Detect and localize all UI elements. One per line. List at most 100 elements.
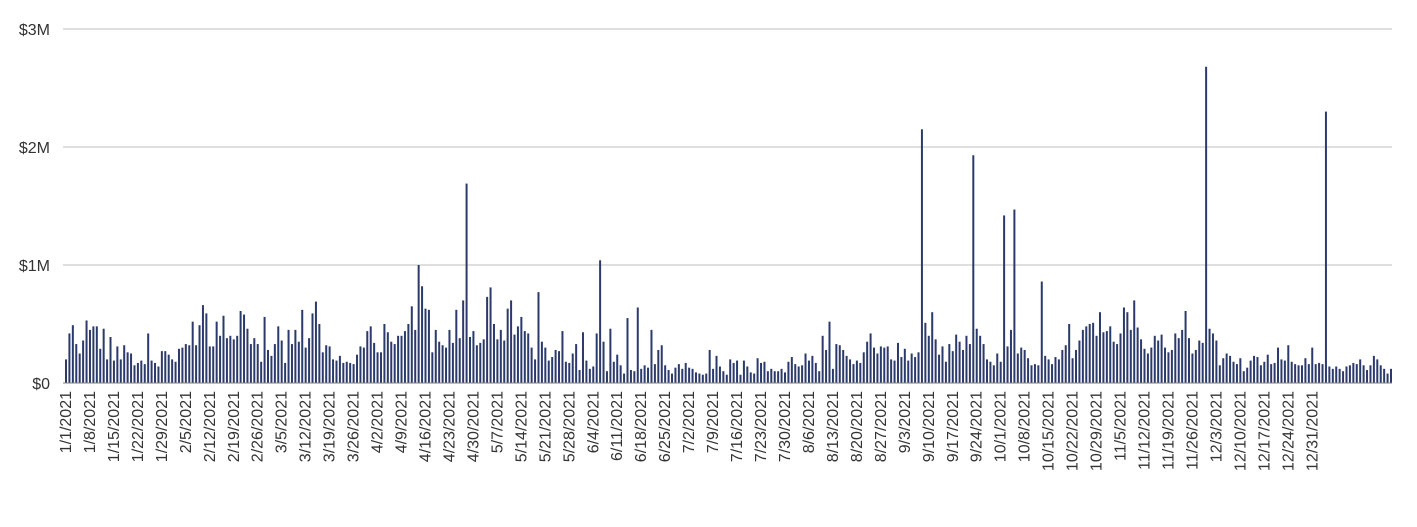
x-tick-label: 9/10/2021 xyxy=(921,391,938,462)
bar xyxy=(147,333,150,383)
bar xyxy=(951,351,954,383)
bar xyxy=(294,329,297,383)
bar xyxy=(448,329,451,383)
bar xyxy=(92,326,95,383)
bar xyxy=(1098,312,1101,383)
bar xyxy=(205,313,208,383)
bar xyxy=(825,349,828,383)
bar xyxy=(845,355,848,383)
bar xyxy=(1095,335,1098,383)
bar xyxy=(1222,358,1225,383)
bar xyxy=(184,344,187,383)
x-tick-label: 2/5/2021 xyxy=(178,391,195,453)
bar xyxy=(1205,66,1208,383)
bar xyxy=(985,359,988,383)
bar xyxy=(811,355,814,383)
x-tick-label: 7/23/2021 xyxy=(753,391,770,462)
bar xyxy=(523,331,526,383)
bar xyxy=(1092,322,1095,383)
bar xyxy=(1263,361,1266,383)
bar xyxy=(1081,329,1084,383)
bar xyxy=(167,354,170,383)
x-tick-label: 4/9/2021 xyxy=(394,391,411,453)
bar xyxy=(1146,353,1149,383)
bar xyxy=(1239,358,1242,383)
x-tick-label: 8/20/2021 xyxy=(849,391,866,462)
bar xyxy=(376,352,379,383)
x-tick-label: 2/12/2021 xyxy=(202,391,219,462)
bar xyxy=(715,355,718,383)
bar xyxy=(643,365,646,383)
bar xyxy=(475,345,478,383)
bar xyxy=(345,361,348,383)
bar xyxy=(1157,340,1160,383)
bar xyxy=(527,333,530,383)
bar xyxy=(831,368,834,383)
bar xyxy=(910,353,913,383)
bar xyxy=(1297,365,1300,383)
bar xyxy=(1215,340,1218,383)
bar xyxy=(308,338,311,383)
bar xyxy=(828,321,831,383)
bar xyxy=(352,364,355,383)
bar xyxy=(975,328,978,383)
bar xyxy=(564,361,567,383)
bar xyxy=(1211,333,1214,383)
bar xyxy=(770,368,773,383)
bar xyxy=(1359,359,1362,383)
x-tick-label: 9/24/2021 xyxy=(969,391,986,462)
bar xyxy=(1136,327,1139,383)
bar xyxy=(1184,311,1187,383)
bar xyxy=(873,347,876,383)
bar xyxy=(160,351,163,383)
bar xyxy=(1071,358,1074,383)
bar xyxy=(1109,326,1112,383)
x-tick-label: 11/5/2021 xyxy=(1113,391,1130,461)
bar xyxy=(958,341,961,383)
bar xyxy=(1355,364,1358,383)
bar xyxy=(438,341,441,383)
bar xyxy=(431,352,434,383)
bar xyxy=(164,351,167,383)
bar xyxy=(1170,349,1173,383)
bar xyxy=(1051,364,1054,383)
bar xyxy=(1020,347,1023,383)
x-tick-label: 9/17/2021 xyxy=(945,391,962,462)
bar xyxy=(143,364,146,383)
x-tick-label: 7/30/2021 xyxy=(777,391,794,462)
bar xyxy=(75,344,78,383)
bar xyxy=(325,345,328,383)
bar xyxy=(106,359,109,383)
bar xyxy=(647,367,650,383)
bar xyxy=(1232,361,1235,383)
bar xyxy=(999,361,1002,383)
bar xyxy=(938,354,941,383)
bar xyxy=(612,361,615,383)
bar xyxy=(766,371,769,383)
bar xyxy=(496,339,499,383)
bar xyxy=(787,361,790,383)
x-tick-label: 1/8/2021 xyxy=(82,391,99,453)
bar xyxy=(547,360,550,383)
bar xyxy=(718,366,721,383)
bar xyxy=(1133,300,1136,383)
bar xyxy=(219,335,222,383)
x-tick-label: 7/2/2021 xyxy=(681,391,698,453)
bar xyxy=(1030,365,1033,383)
bar xyxy=(1003,215,1006,383)
bar xyxy=(1057,359,1060,383)
bar xyxy=(619,365,622,383)
bar xyxy=(445,347,448,383)
bar xyxy=(503,340,506,383)
bar xyxy=(742,360,745,383)
bar xyxy=(763,361,766,383)
bar xyxy=(1105,331,1108,383)
bar xyxy=(1040,281,1043,383)
x-tick-label: 8/27/2021 xyxy=(873,391,890,462)
bar xyxy=(1300,365,1303,383)
bar xyxy=(1061,349,1064,383)
bar xyxy=(342,362,345,383)
bar xyxy=(1188,338,1190,383)
bar xyxy=(314,301,317,383)
